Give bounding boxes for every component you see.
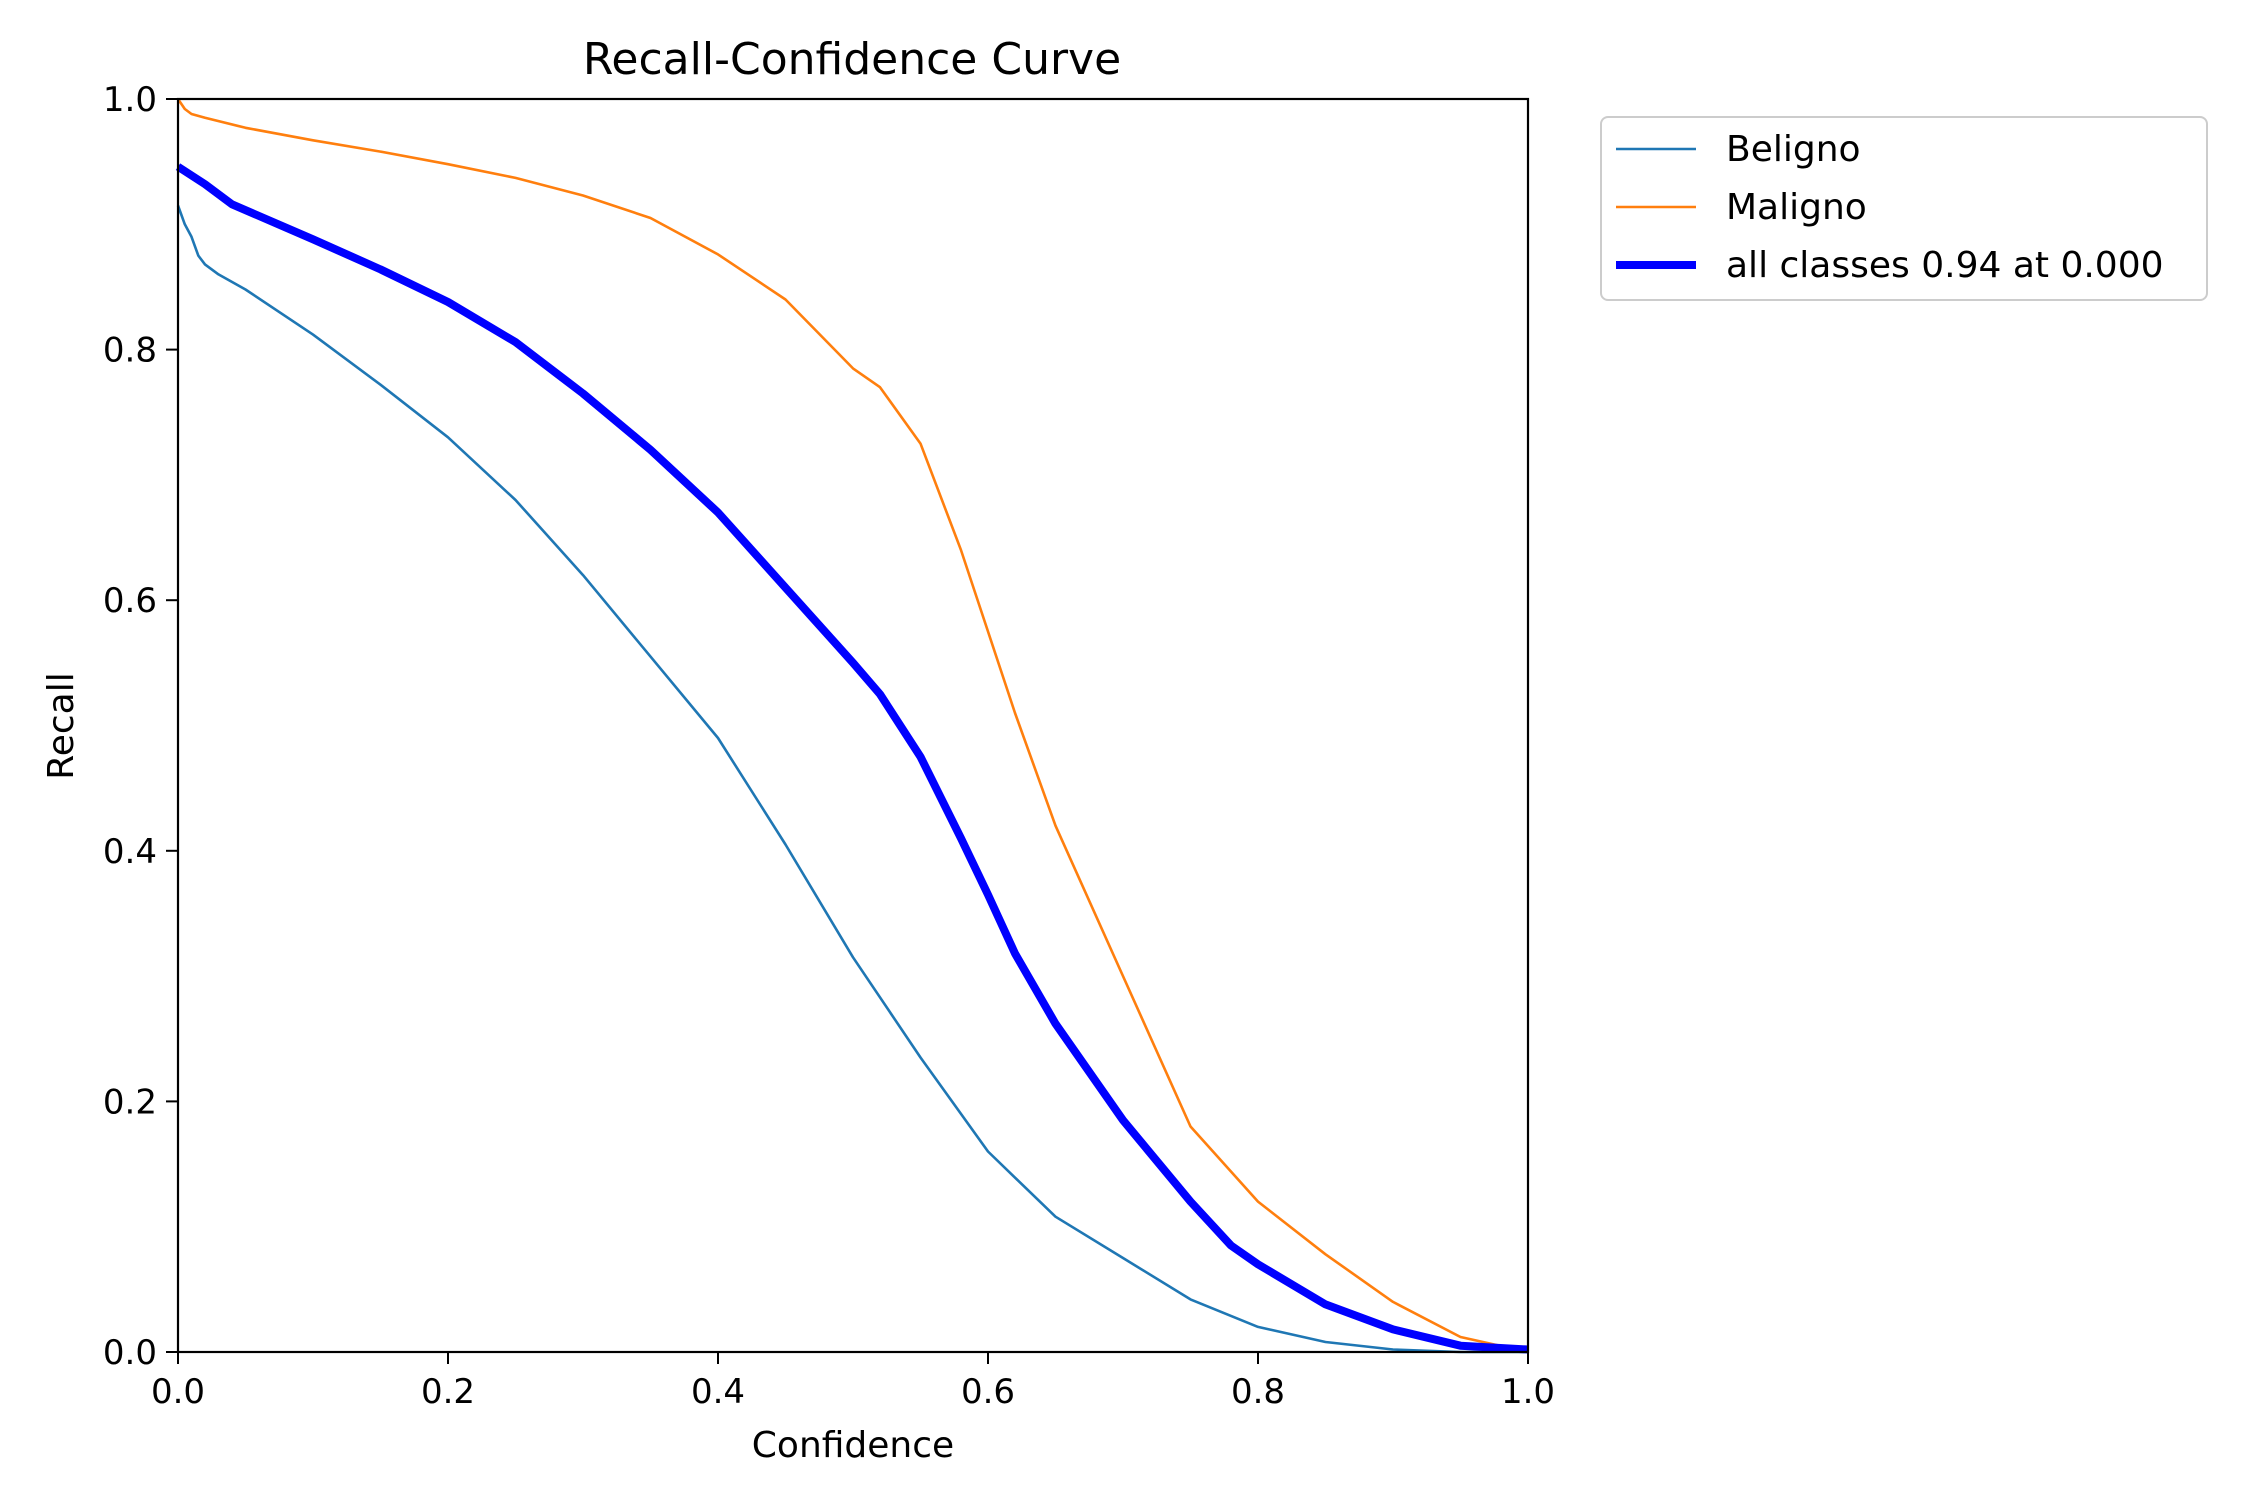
y-axis-ticks: 0.0 0.2 0.4 0.6 0.8 1.0	[103, 80, 178, 1373]
x-tick-label: 0.8	[1231, 1372, 1285, 1412]
y-tick-label: 0.6	[103, 581, 157, 621]
x-axis-ticks: 0.0 0.2 0.4 0.6 0.8 1.0	[151, 1352, 1555, 1412]
legend: Beligno Maligno all classes 0.94 at 0.000	[1600, 116, 2208, 301]
series-line-maligno	[176, 98, 1529, 1354]
y-axis-label: Recall	[41, 672, 82, 779]
series-line-beligno	[176, 205, 1528, 1354]
legend-box	[1600, 116, 2208, 301]
plot-frame	[176, 97, 1530, 1354]
legend-label-maligno: Maligno	[1726, 187, 1867, 228]
x-tick-label: 0.4	[691, 1372, 745, 1412]
x-tick-label: 0.6	[961, 1372, 1015, 1412]
x-tick-label: 1.0	[1501, 1372, 1555, 1412]
plot-area	[175, 97, 1530, 1354]
x-tick-label: 0.0	[151, 1372, 205, 1412]
y-tick-label: 0.4	[103, 832, 157, 872]
legend-label-all-classes-0-94-at-0-000: all classes 0.94 at 0.000	[1726, 245, 2164, 286]
y-tick-label: 0.2	[103, 1082, 157, 1122]
series-line-all-classes-0-94-at-0-000	[175, 163, 1529, 1354]
x-tick-label: 0.2	[421, 1372, 475, 1412]
x-axis-label: Confidence	[752, 1425, 954, 1466]
y-tick-label: 0.0	[103, 1333, 157, 1373]
series-layer	[175, 98, 1529, 1354]
y-tick-label: 1.0	[103, 80, 157, 120]
legend-items: Beligno Maligno all classes 0.94 at 0.000	[1616, 129, 2164, 286]
legend-label-beligno: Beligno	[1726, 129, 1861, 170]
chart-title: Recall-Confidence Curve	[583, 34, 1121, 85]
y-tick-label: 0.8	[103, 331, 157, 371]
